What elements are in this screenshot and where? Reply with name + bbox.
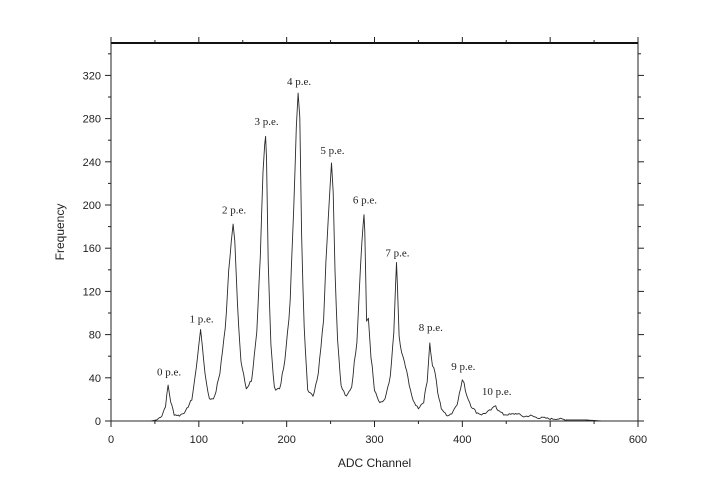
y-tick-label: 160 — [83, 243, 101, 255]
peak-label: 8 p.e. — [419, 322, 443, 334]
x-tick-label: 400 — [453, 434, 471, 446]
y-tick-label: 80 — [89, 330, 101, 342]
x-tick-label: 100 — [190, 434, 208, 446]
y-tick-label: 120 — [83, 286, 101, 298]
y-tick-labels: 0 40 80 120 160 200 240 280 320 — [83, 70, 101, 428]
peak-label: 4 p.e. — [287, 76, 311, 88]
x-tick-label: 0 — [108, 434, 114, 446]
x-tick-label: 600 — [629, 434, 647, 446]
x-tick-labels: 0 100 200 300 400 500 600 — [108, 434, 647, 446]
y-axis-title: Frequency — [53, 204, 67, 261]
peak-label: 5 p.e. — [320, 145, 344, 157]
x-tick-label: 500 — [541, 434, 559, 446]
y-tick-label: 40 — [89, 373, 101, 385]
peak-label: 9 p.e. — [451, 361, 475, 373]
peak-label: 1 p.e. — [190, 313, 214, 325]
peak-label: 2 p.e. — [222, 204, 246, 216]
peak-label: 0 p.e. — [157, 366, 181, 378]
peak-label: 6 p.e. — [353, 195, 377, 207]
peak-labels: 0 p.e. 1 p.e. 2 p.e. 3 p.e. 4 p.e. 5 p.e. 6 p.… — [157, 76, 512, 398]
peak-label: 7 p.e. — [385, 248, 409, 260]
y-tick-label: 240 — [83, 157, 101, 169]
x-tick-label: 200 — [277, 434, 295, 446]
x-tick-label: 300 — [365, 434, 383, 446]
plot-frame — [110, 42, 639, 422]
axis-ticks — [105, 37, 644, 427]
peak-label: 10 p.e. — [482, 386, 512, 398]
x-axis-title: ADC Channel — [338, 456, 411, 470]
y-tick-label: 0 — [95, 416, 101, 428]
spectrum-line — [111, 92, 638, 422]
y-tick-label: 280 — [83, 114, 101, 126]
plot-border — [110, 42, 639, 422]
peak-label: 3 p.e. — [255, 116, 279, 128]
y-tick-label: 200 — [83, 200, 101, 212]
y-tick-label: 320 — [83, 70, 101, 82]
